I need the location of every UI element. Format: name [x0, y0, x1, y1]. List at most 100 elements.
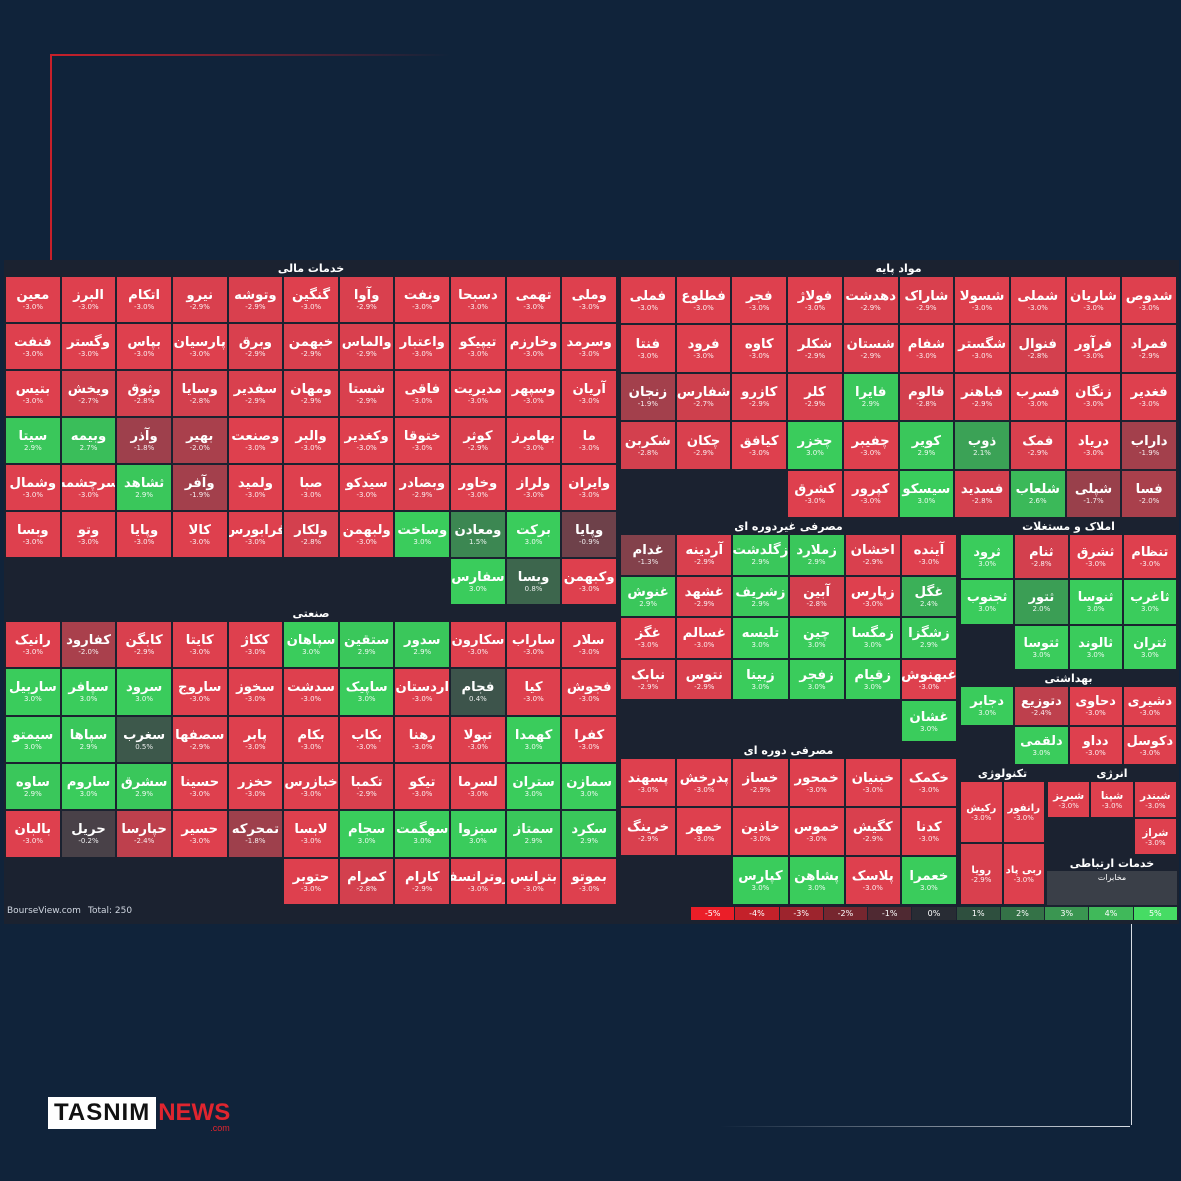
stock-name: دریاد [1077, 433, 1110, 449]
stock-cell: البرز -3.0% [60, 276, 117, 323]
stock-change: -2.8% [1027, 352, 1048, 361]
stock-cell: سفدیر -2.9% [227, 370, 284, 417]
legend-swatch: 2% [1000, 907, 1045, 920]
stock-name: فجام [461, 680, 495, 696]
stock-change: -3.0% [1027, 303, 1048, 312]
stock-change: -3.0% [862, 884, 883, 892]
stock-name: شستا [348, 382, 386, 397]
stock-change: -3.0% [579, 397, 600, 405]
stock-cell: خمحور -3.0% [788, 758, 845, 807]
stock-cell: ومهان -2.9% [283, 370, 339, 417]
stock-change: -3.0% [1145, 838, 1166, 847]
legend-swatch: 0% [912, 907, 956, 920]
stock-cell: شپنا -3.0% [1090, 781, 1134, 818]
stock-name: سرچشمه [60, 476, 117, 491]
stock-cell: شکلر -2.9% [787, 324, 843, 373]
stock-cell: زشریف 2.9% [732, 575, 789, 618]
stock-cell: سپاهان 3.0% [283, 621, 339, 669]
stock-cell: کارام -2.9% [394, 857, 451, 905]
stock-cell: زملارد 2.9% [788, 534, 845, 576]
stock-cell: شاریان -3.0% [1065, 276, 1122, 325]
stock-name: چین [803, 626, 831, 642]
stock-name: مدیریت [453, 382, 502, 397]
stock-cell: فالوم -2.8% [898, 372, 955, 422]
stock-name: خمحور [794, 771, 839, 786]
stock-change: -2.8% [971, 497, 993, 506]
stock-name: نیرو [186, 288, 214, 303]
stock-name: وایران [568, 476, 611, 491]
stock-cell: پابر -3.0% [227, 715, 284, 763]
stock-change: -2.9% [356, 790, 377, 799]
stock-name: فطلوع [681, 288, 726, 304]
stock-name: سرود [125, 680, 163, 696]
stock-change: -2.0% [1139, 497, 1160, 506]
stock-cell: ثتور 2.0% [1014, 579, 1069, 625]
stock-cell: سیدکو -3.0% [338, 464, 395, 511]
stock-change: -3.0% [1145, 801, 1166, 810]
stock-change: -2.7% [693, 400, 714, 409]
stock-name: کایتا [185, 633, 214, 649]
stock-name: بکام [297, 727, 325, 743]
stock-cell: وتوشه -2.9% [227, 276, 284, 323]
stock-name: بهیر [186, 429, 214, 444]
stock-cell: کازرو -2.9% [731, 372, 788, 422]
stock-cell: لسرما -3.0% [450, 763, 506, 811]
sector: خدمات مالی وملی -3.0% تهمی -3.0% دسبحا -3.0% ون… [5, 262, 617, 605]
stock-cell: خساز -2.9% [732, 758, 789, 807]
stock-name: وسایا [181, 382, 218, 397]
stock-change: -1.3% [637, 558, 659, 567]
stock-name: واعتبار [399, 335, 445, 350]
stock-change: 3.0% [1140, 605, 1159, 614]
stock-cell: غدام -1.3% [620, 534, 677, 576]
stock-name: بالبان [14, 822, 52, 838]
stock-change: -3.0% [133, 350, 155, 358]
stock-name: آریان [572, 382, 606, 397]
stock-cell: غنوش 2.9% [620, 575, 677, 618]
stock-change: 3.0% [1086, 605, 1105, 614]
stock-cell: پسهند -3.0% [620, 758, 677, 807]
stock-cell: ثشاهد 2.9% [116, 464, 172, 511]
stock-name: فایرا [854, 385, 887, 401]
stock-name: ساروم [66, 775, 111, 791]
decor-line [1131, 905, 1132, 1125]
stock-change: -2.9% [356, 350, 377, 358]
stock-name: تهمی [515, 288, 552, 303]
stock-change: -3.0% [579, 491, 600, 499]
stock-change: 2.9% [751, 599, 770, 608]
stock-change: 2.9% [135, 491, 154, 499]
stock-change: -3.0% [412, 742, 433, 751]
stock-change: -2.9% [804, 400, 826, 409]
stock-cell: فمراد -2.9% [1121, 324, 1177, 373]
stock-cell: ساپیک 3.0% [338, 668, 395, 716]
stock-name: اخشان [850, 543, 895, 559]
stock-name: صبا [299, 476, 323, 491]
stock-name: شفام [907, 337, 945, 353]
stock-name: دتوزیع [1021, 694, 1062, 710]
sector: تکنولوژی رانفور -3.0% رکیش -3.0% ربی پاد -3.0%… [960, 767, 1045, 905]
stock-name: لابسا [294, 822, 328, 838]
stock-change: -3.0% [637, 352, 659, 361]
stock-name: وملی [571, 288, 607, 303]
stock-change: -3.0% [22, 491, 43, 499]
sector: مصرفی غیردوره ای آینده -3.0% اخشان -2.9% زملا… [620, 520, 957, 742]
stock-change: 2.9% [357, 648, 376, 657]
stock-name: ثاغرب [1130, 590, 1170, 606]
stock-cell: رانفور -3.0% [1002, 781, 1045, 843]
stock-change: -3.0% [1013, 813, 1034, 822]
stock-name: سیمتو [12, 727, 54, 743]
stock-cell: تیپیکو -3.0% [450, 323, 506, 370]
stock-name: شکربن [624, 433, 671, 449]
stock-change: -2.0% [189, 444, 210, 452]
stock-cell: بموتو -3.0% [561, 857, 617, 905]
stock-name: بروترانسفو [451, 869, 505, 885]
stock-name: وبیمه [70, 429, 107, 444]
decor-line [720, 1126, 1130, 1127]
stock-cell: نبابک -2.9% [620, 658, 677, 701]
stock-name: ثتران [1133, 635, 1167, 651]
stock-change: 3.0% [863, 683, 882, 692]
stock-name: ونفت [403, 288, 441, 303]
stock-cell: سبزوا 3.0% [450, 810, 506, 858]
stock-change: -3.0% [804, 303, 826, 312]
stock-name: سپافر [68, 680, 109, 696]
stock-change: -3.0% [693, 303, 714, 312]
